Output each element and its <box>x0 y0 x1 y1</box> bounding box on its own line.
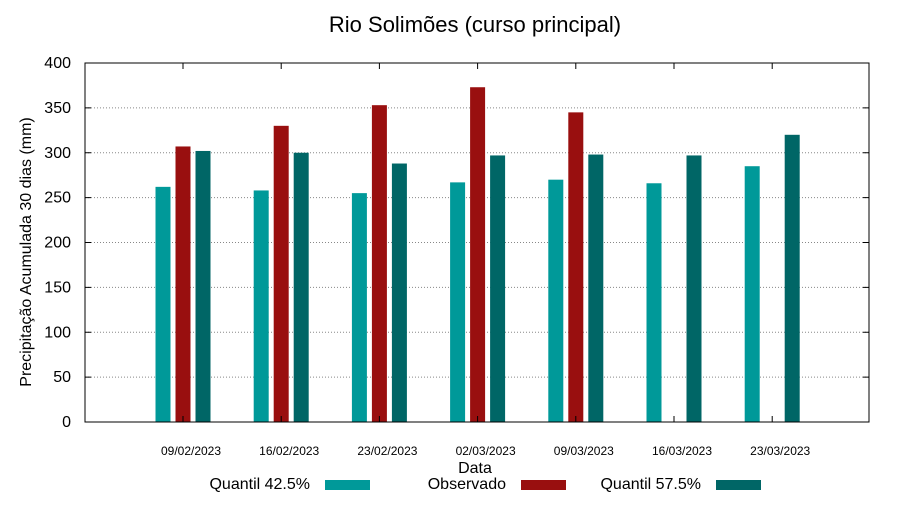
legend-swatch <box>521 480 566 490</box>
y-tick-label: 300 <box>44 145 71 162</box>
bar <box>155 186 171 422</box>
bar <box>195 150 211 422</box>
legend: Quantil 42.5% Observado Quantil 57.5% <box>209 476 761 493</box>
bar <box>646 183 662 422</box>
bar <box>470 87 486 423</box>
bar <box>686 155 702 422</box>
legend-label: Quantil 57.5% <box>600 476 701 493</box>
y-tick-label: 200 <box>44 235 71 252</box>
bar <box>371 105 387 423</box>
bar <box>490 155 506 422</box>
bar <box>391 163 407 422</box>
x-tick-label: 09/02/2023 <box>161 444 221 458</box>
y-axis-label: Precipitação Acumulada 30 dias (mm) <box>18 117 35 386</box>
y-tick-label: 150 <box>44 279 71 296</box>
bar <box>273 125 289 422</box>
x-tick-label: 23/02/2023 <box>357 444 417 458</box>
x-tick-label: 23/03/2023 <box>750 444 810 458</box>
y-tick-label: 100 <box>44 324 71 341</box>
y-tick-label: 400 <box>44 55 71 72</box>
bar <box>351 193 367 422</box>
chart-title: Rio Solimões (curso principal) <box>329 12 621 37</box>
legend-label: Quantil 42.5% <box>209 476 310 493</box>
bar <box>784 134 800 423</box>
x-tick-label: 16/02/2023 <box>259 444 319 458</box>
bar <box>253 190 269 422</box>
bar <box>548 179 564 422</box>
x-tick-label: 09/03/2023 <box>554 444 614 458</box>
bar <box>568 112 584 423</box>
legend-swatch <box>325 480 370 490</box>
y-tick-label: 250 <box>44 190 71 207</box>
bars <box>155 87 800 423</box>
bar <box>175 146 191 422</box>
legend-label: Observado <box>428 476 506 493</box>
y-tick-label: 0 <box>62 414 71 431</box>
y-axis-ticks: 0 50 100 150 200 250 300 350 400 <box>44 55 869 431</box>
x-tick-label: 02/03/2023 <box>456 444 516 458</box>
x-axis-label: Data <box>458 460 492 477</box>
bar <box>588 154 604 423</box>
x-axis-ticks: 09/02/2023 16/02/2023 23/02/2023 02/03/2023… <box>161 63 811 458</box>
bar <box>450 182 466 422</box>
bar <box>744 166 760 422</box>
y-tick-label: 50 <box>53 369 71 386</box>
y-tick-label: 350 <box>44 100 71 117</box>
bar <box>293 152 309 422</box>
x-tick-label: 16/03/2023 <box>652 444 712 458</box>
legend-swatch <box>716 480 761 490</box>
